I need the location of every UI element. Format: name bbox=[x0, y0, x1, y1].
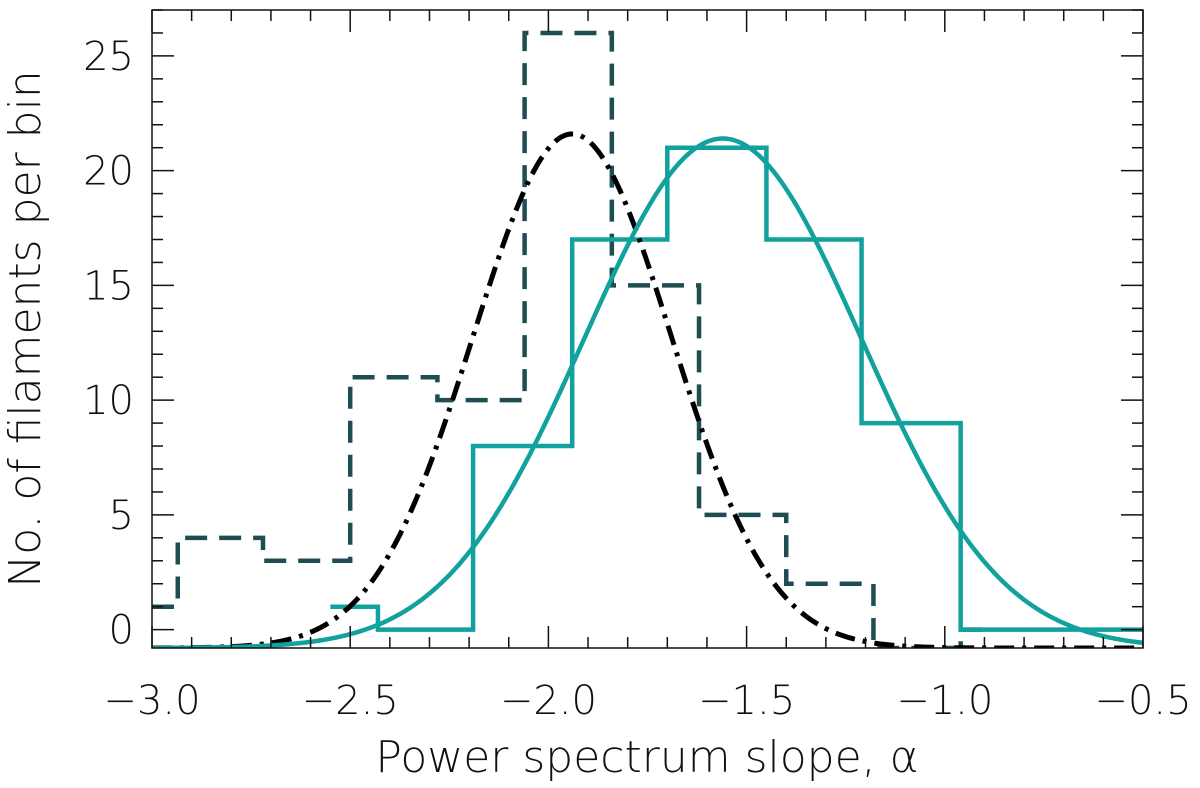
y-tick-label: 15 bbox=[83, 263, 134, 309]
solid-gaussian-fit bbox=[152, 136, 1143, 648]
x-tick-label: −3.0 bbox=[103, 678, 200, 724]
y-tick-label: 25 bbox=[83, 34, 134, 80]
x-tick-label: −2.5 bbox=[302, 678, 399, 724]
solid-histogram-series bbox=[330, 145, 1143, 632]
series-layer bbox=[152, 30, 1143, 648]
y-tick-label: 5 bbox=[109, 493, 134, 539]
x-axis-label: Power spectrum slope, α bbox=[375, 732, 918, 783]
dashed-histogram-series bbox=[152, 30, 985, 648]
dash-dot-gaussian-fit bbox=[152, 131, 1143, 648]
x-tick-label: −0.5 bbox=[1094, 678, 1191, 724]
x-tick-label: −1.5 bbox=[698, 678, 795, 724]
plot-area bbox=[152, 30, 1143, 648]
axes-layer: −3.0 −2.5 −2.0 −1.5 −1.0 −0.5 0 5 10 15 20 25 bbox=[83, 9, 1192, 724]
x-tick-label: −2.0 bbox=[500, 678, 597, 724]
y-tick-label: 0 bbox=[109, 608, 134, 654]
y-axis-label: No. of filaments per bin bbox=[0, 70, 51, 587]
y-tick-label: 20 bbox=[83, 149, 134, 195]
y-tick-label: 10 bbox=[83, 378, 134, 424]
plot-frame bbox=[151, 9, 1144, 649]
x-tick-label: −1.0 bbox=[896, 678, 993, 724]
